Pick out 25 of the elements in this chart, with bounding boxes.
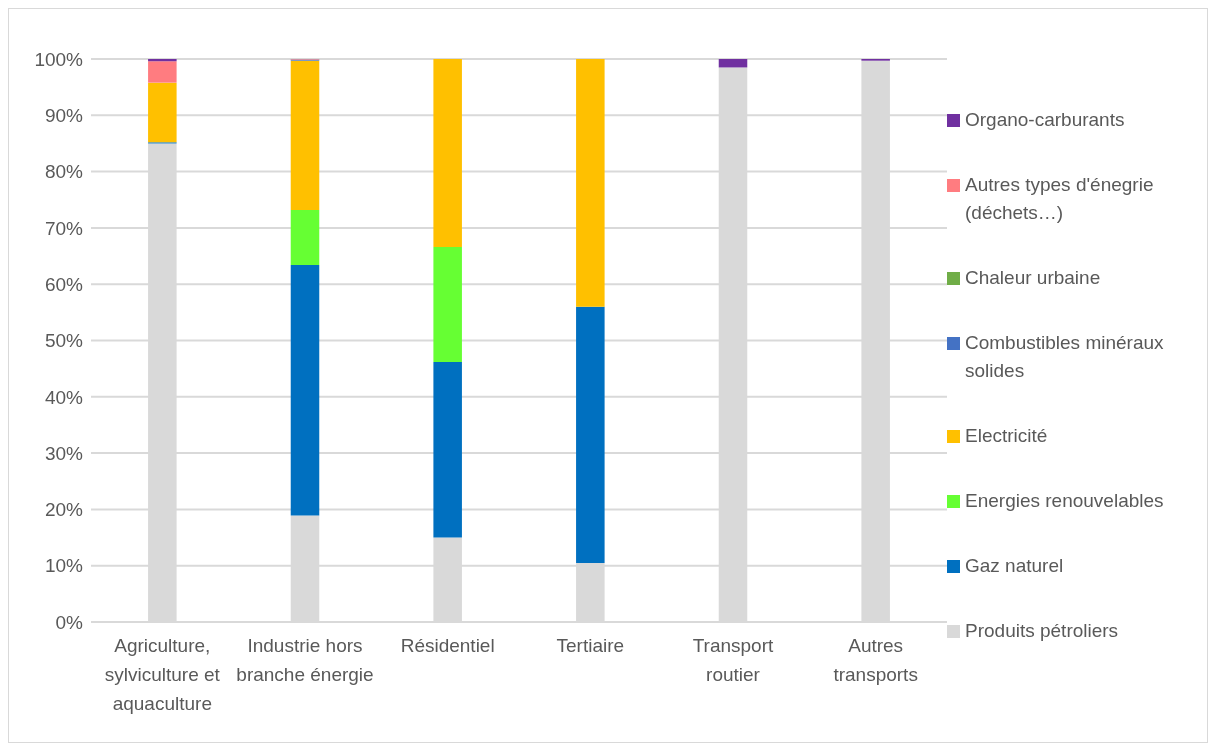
y-tick-label: 10% [44, 555, 84, 577]
legend-label: Gaz naturel [965, 554, 1064, 579]
x-tick-label: Autres transports [833, 635, 918, 685]
legend-label: Energies renouvelables [965, 489, 1164, 514]
x-tick-label: Industrie hors branche énergie [236, 635, 374, 685]
x-tick-label: Résidentiel [400, 635, 495, 656]
x-tick-label: Agriculture, sylviculture et aquaculture [104, 635, 221, 714]
y-tick-label: 70% [44, 217, 84, 239]
y-tick-label: 80% [44, 161, 84, 183]
y-tick-label: 40% [44, 386, 84, 408]
y-tick-label: 0% [55, 611, 84, 633]
y-tick-label: 50% [44, 330, 84, 352]
legend-label: Combustibles minéraux solides [965, 330, 1165, 383]
y-tick-label: 60% [44, 273, 84, 295]
x-tick-label: Tertiaire [556, 635, 625, 656]
y-tick-label: 90% [44, 105, 84, 127]
x-tick-label: Transport routier [692, 635, 775, 685]
y-tick-label: 20% [44, 499, 84, 521]
legend-label: Chaleur urbaine [965, 265, 1101, 290]
legend-label: Autres types d'énegrie (déchets…) [965, 172, 1155, 225]
legend-label: Electricité [965, 424, 1048, 449]
y-tick-label: 100% [34, 48, 84, 70]
y-tick-label: 30% [44, 442, 84, 464]
legend-label: Produits pétroliers [965, 619, 1119, 644]
legend-label: Organo-carburants [965, 107, 1125, 132]
